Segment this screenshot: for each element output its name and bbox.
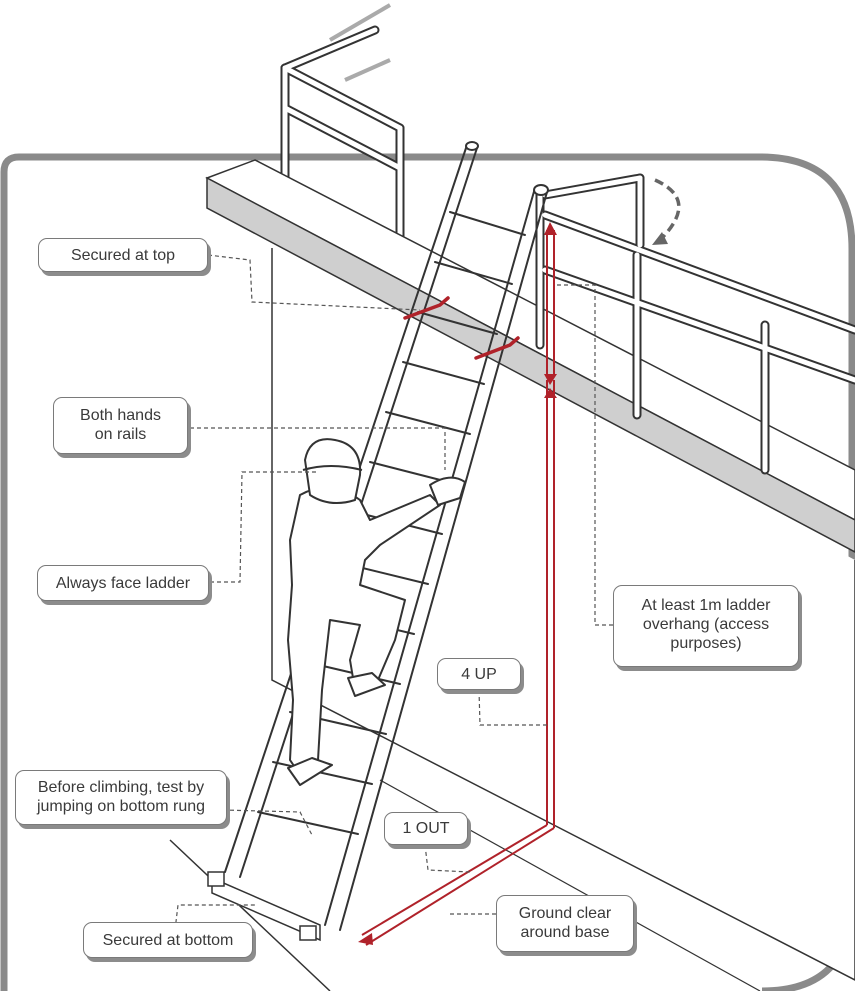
leader-lines	[174, 254, 613, 931]
callout-both-hands-line1: Both hands	[80, 407, 161, 424]
callout-secured-at-bottom: Secured at bottom	[83, 922, 253, 958]
callout-overhang-line2: overhang (access	[642, 616, 770, 633]
upper-railing-inner	[282, 27, 403, 253]
measurement-lines	[361, 230, 555, 946]
callout-test-line1: Before climbing, test by	[37, 779, 205, 796]
callout-overhang-line3: purposes)	[670, 635, 742, 652]
callout-overhang: At least 1m ladder overhang (access purp…	[613, 585, 799, 667]
gate-swing-arrow	[654, 178, 681, 242]
callout-secured-at-top: Secured at top	[38, 238, 208, 272]
callout-ground-clear-line2: around base	[520, 924, 610, 941]
callout-four-up-text: 4 UP	[461, 666, 497, 683]
callout-one-out: 1 OUT	[384, 812, 468, 845]
callout-test-line2: jumping on bottom rung	[36, 798, 206, 815]
base-plank	[207, 871, 321, 942]
climber	[287, 438, 466, 786]
frame-border	[0, 153, 855, 991]
callout-secured-at-top-text: Secured at top	[70, 247, 176, 264]
measurement-arrowheads	[358, 222, 557, 945]
callout-always-face-ladder: Always face ladder	[37, 565, 209, 601]
callout-one-out-text: 1 OUT	[402, 820, 450, 837]
callout-secured-at-bottom-text: Secured at bottom	[102, 932, 234, 949]
callout-always-face-ladder-text: Always face ladder	[55, 575, 191, 592]
callout-four-up: 4 UP	[437, 658, 521, 690]
callout-both-hands: Both hands on rails	[53, 397, 188, 454]
callout-ground-clear: Ground clear around base	[496, 895, 634, 952]
callout-test-bottom-rung: Before climbing, test by jumping on bott…	[15, 770, 227, 825]
ladder	[224, 141, 549, 931]
wall	[271, 248, 855, 981]
callout-both-hands-line2: on rails	[94, 426, 147, 443]
callout-ground-clear-line1: Ground clear	[518, 905, 612, 922]
callout-overhang-line1: At least 1m ladder	[641, 597, 771, 614]
secure-clamps	[403, 296, 520, 360]
right-railing-inner	[537, 175, 855, 473]
